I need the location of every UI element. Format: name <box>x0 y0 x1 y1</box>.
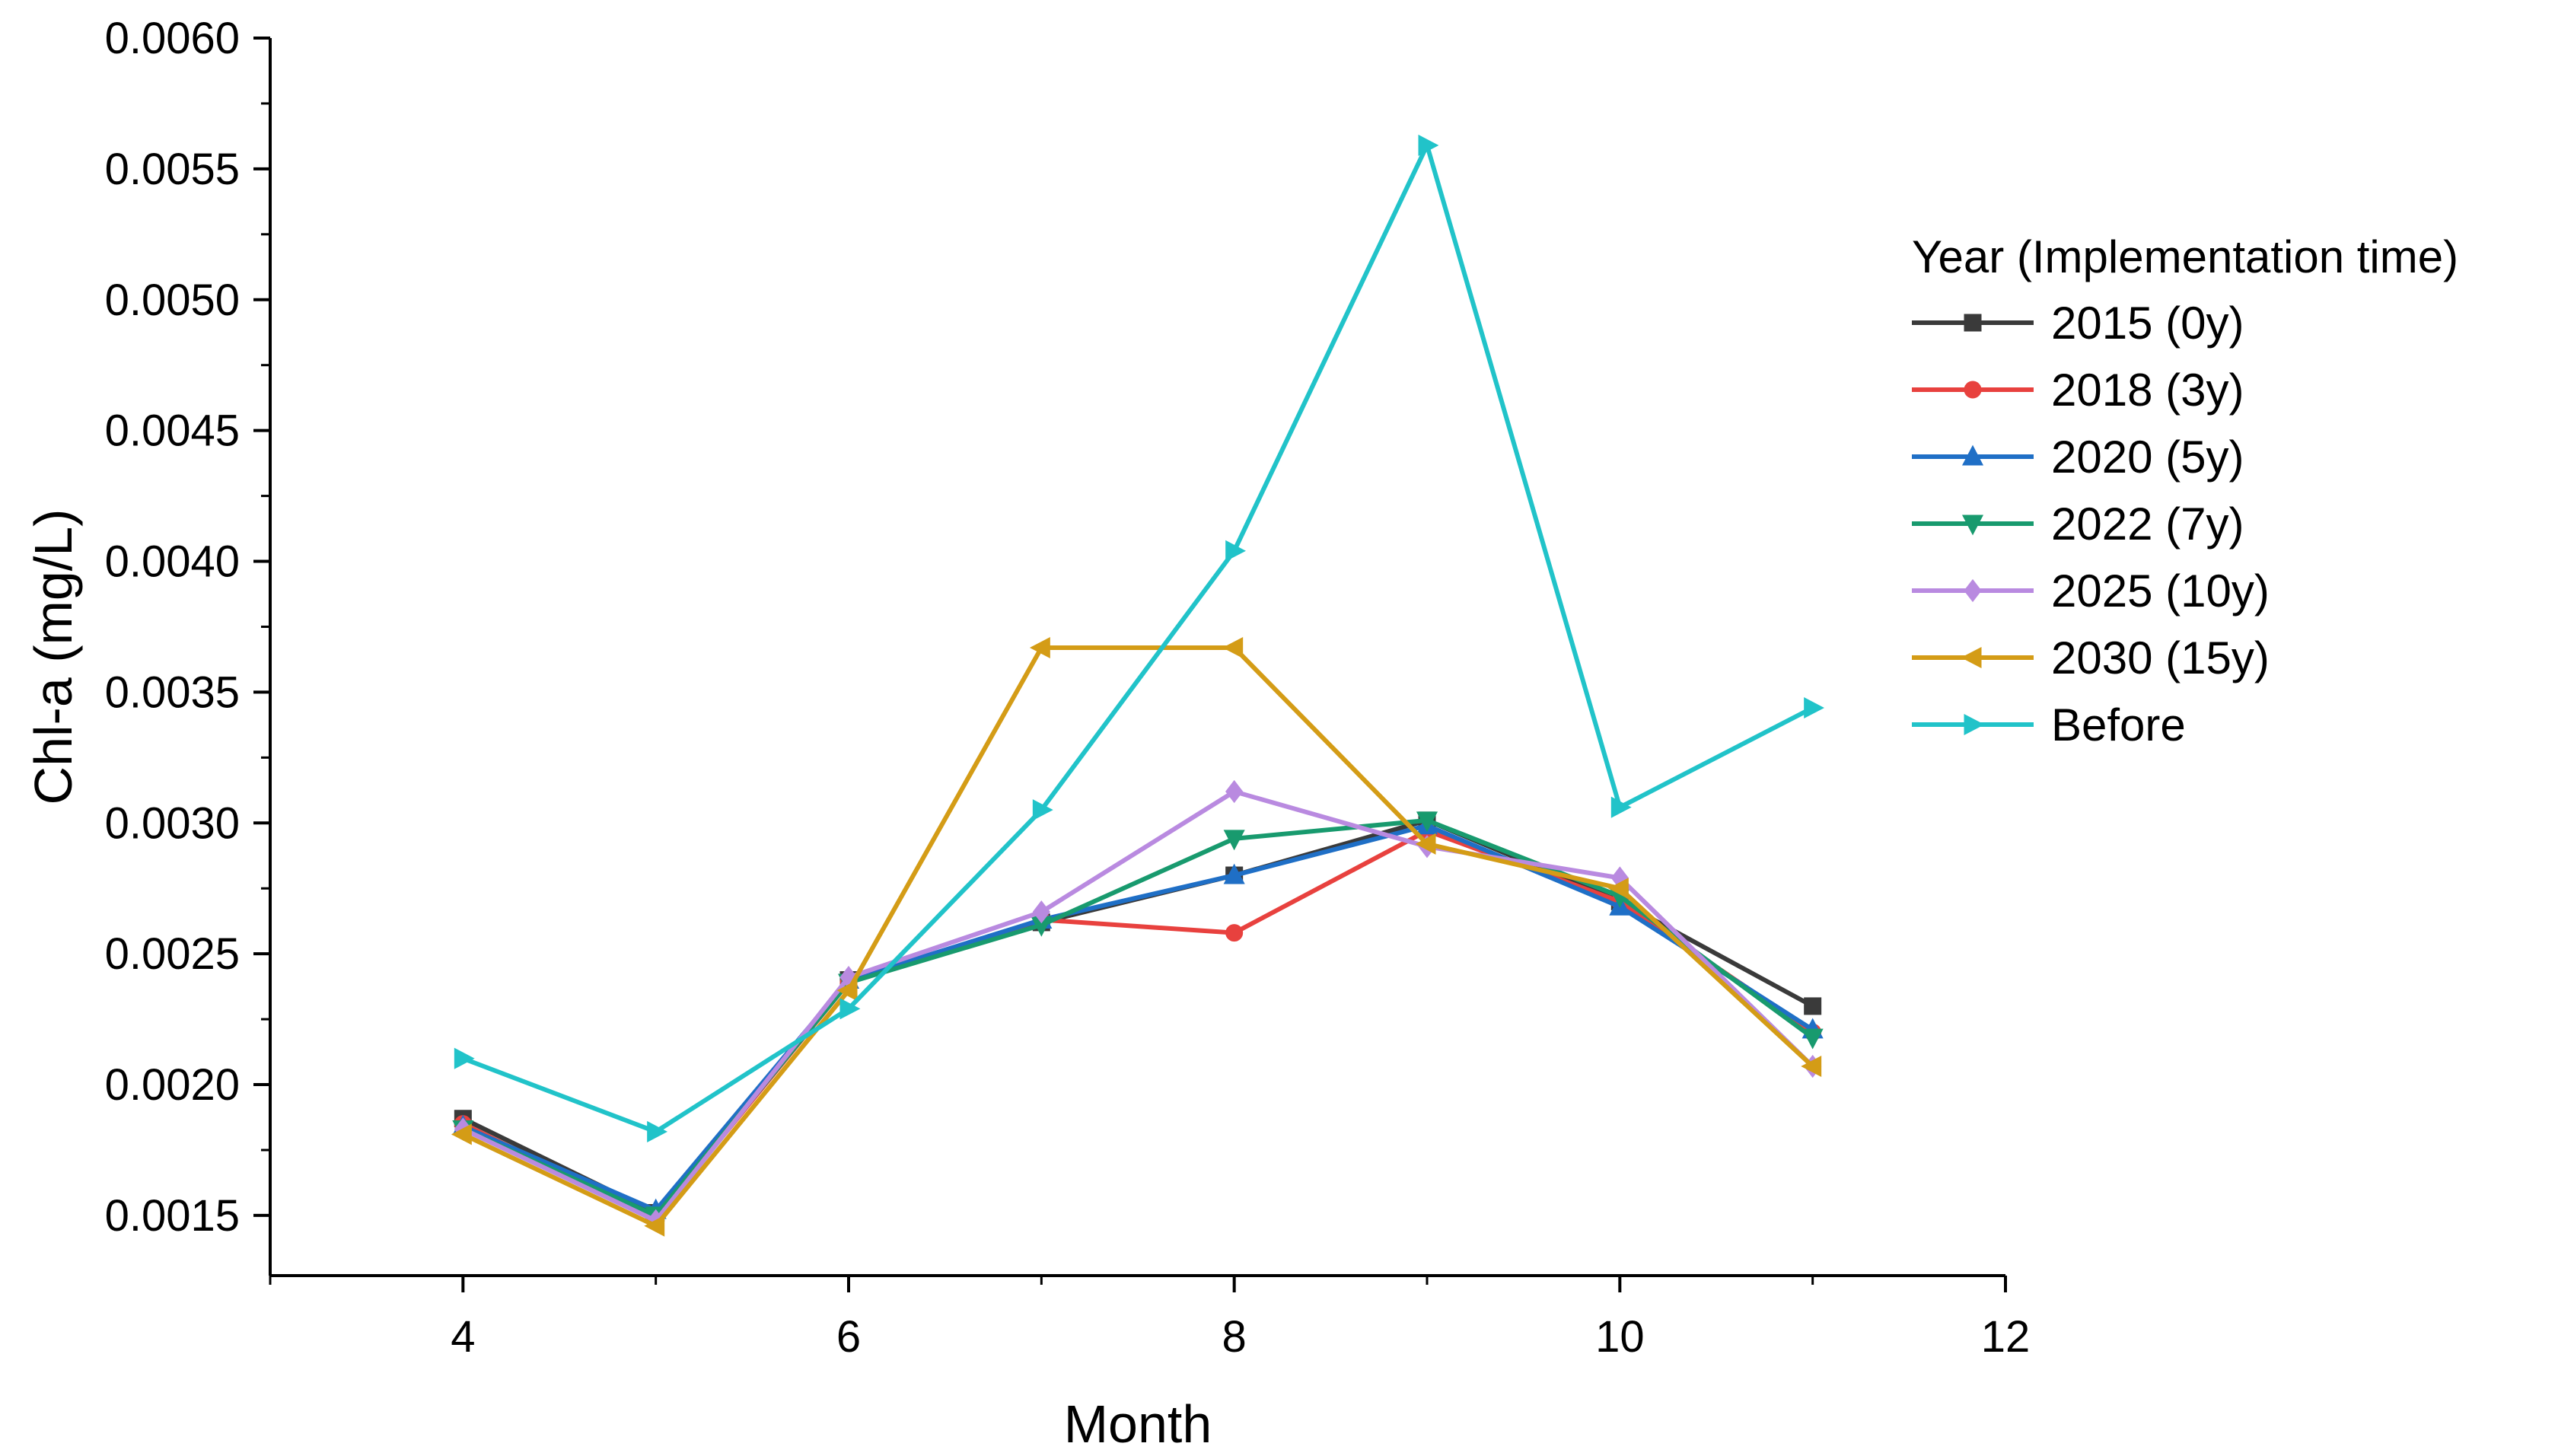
x-axis-title: Month <box>1064 1394 1212 1454</box>
y-axis-title: Chl-a (mg/L) <box>24 509 83 805</box>
x-tick-label: 4 <box>451 1312 475 1362</box>
series-2025-10y <box>454 779 1822 1232</box>
data-point-marker <box>1032 900 1050 924</box>
series-line <box>462 142 1814 1134</box>
data-point-marker <box>1416 811 1438 833</box>
legend: Year (Implementation time) 2015 (0y) 2018… <box>1912 231 2458 750</box>
legend-label: 2018 (3y) <box>2051 365 2244 416</box>
data-point-marker <box>1222 636 1244 658</box>
y-tick-label: 0.0055 <box>105 145 240 194</box>
legend-item: Before <box>1912 699 2186 750</box>
data-point-marker <box>454 1047 475 1069</box>
data-point-marker <box>1418 134 1439 156</box>
legend-label: Before <box>2051 699 2186 750</box>
y-axis-ticks: 0.0015 0.0020 0.0025 0.0030 0.0035 0.0040 0.00… <box>105 14 270 1241</box>
data-point-marker <box>1961 444 1984 466</box>
data-point-marker <box>1607 878 1629 900</box>
x-axis-ticks: 4 6 8 10 12 <box>269 1276 2031 1362</box>
data-point-marker <box>1804 997 1822 1015</box>
data-point-marker <box>1032 799 1053 821</box>
data-point-marker <box>1225 924 1244 942</box>
legend-item: 2025 (10y) <box>1912 566 2270 616</box>
legend-item: 2022 (7y) <box>1912 499 2244 550</box>
data-point-marker <box>1964 381 1982 399</box>
legend-label: 2015 (0y) <box>2051 298 2244 349</box>
legend-item: 2015 (0y) <box>1912 298 2244 349</box>
series-2030-15y <box>451 636 1822 1237</box>
data-point-marker <box>1801 1055 1822 1078</box>
y-tick-label: 0.0045 <box>105 406 240 456</box>
x-tick-label: 12 <box>1981 1312 2031 1362</box>
y-tick-label: 0.0040 <box>105 537 240 587</box>
legend-label: 2030 (15y) <box>2051 632 2270 683</box>
y-tick-label: 0.0015 <box>105 1191 240 1241</box>
y-tick-label: 0.0050 <box>105 276 240 325</box>
data-point-marker <box>1964 314 1982 332</box>
data-point-marker <box>647 1120 668 1142</box>
y-tick-label: 0.0060 <box>105 14 240 63</box>
series-line <box>462 823 1814 1213</box>
y-tick-label: 0.0020 <box>105 1060 240 1110</box>
series-line <box>462 817 1814 1215</box>
data-point-marker <box>1804 697 1825 719</box>
x-tick-label: 6 <box>836 1312 861 1362</box>
axes <box>269 38 2005 1277</box>
data-point-marker <box>451 1123 472 1145</box>
data-point-marker <box>1223 863 1245 884</box>
data-point-marker <box>836 980 858 1002</box>
series-line <box>462 645 1814 1228</box>
y-tick-label: 0.0030 <box>105 798 240 848</box>
data-point-marker <box>1610 796 1632 818</box>
series-before <box>454 134 1825 1142</box>
data-point-marker <box>1961 515 1984 536</box>
data-point-marker <box>1029 636 1050 658</box>
legend-label: 2025 (10y) <box>2051 566 2270 616</box>
legend-title: Year (Implementation time) <box>1912 231 2458 282</box>
legend-item: 2020 (5y) <box>1912 432 2244 483</box>
data-point-marker <box>1225 540 1247 562</box>
series-layer <box>451 134 1825 1237</box>
data-point-marker <box>1223 830 1245 851</box>
legend-item: 2030 (15y) <box>1912 632 2270 683</box>
legend-item: 2018 (3y) <box>1912 365 2244 416</box>
data-point-marker <box>644 1215 665 1237</box>
data-point-marker <box>1801 1028 1824 1050</box>
data-point-marker <box>1964 578 1982 603</box>
series-line <box>462 817 1814 1218</box>
x-tick-label: 8 <box>1222 1312 1247 1362</box>
data-point-marker <box>1225 779 1244 804</box>
series-line <box>462 789 1814 1223</box>
data-point-marker <box>1964 713 1985 736</box>
legend-label: 2020 (5y) <box>2051 432 2244 483</box>
y-tick-label: 0.0035 <box>105 667 240 717</box>
x-tick-label: 10 <box>1595 1312 1645 1362</box>
legend-label: 2022 (7y) <box>2051 499 2244 550</box>
data-point-marker <box>839 998 861 1020</box>
data-point-marker <box>1415 833 1436 855</box>
data-point-marker <box>1961 646 1982 669</box>
y-tick-label: 0.0025 <box>105 929 240 979</box>
